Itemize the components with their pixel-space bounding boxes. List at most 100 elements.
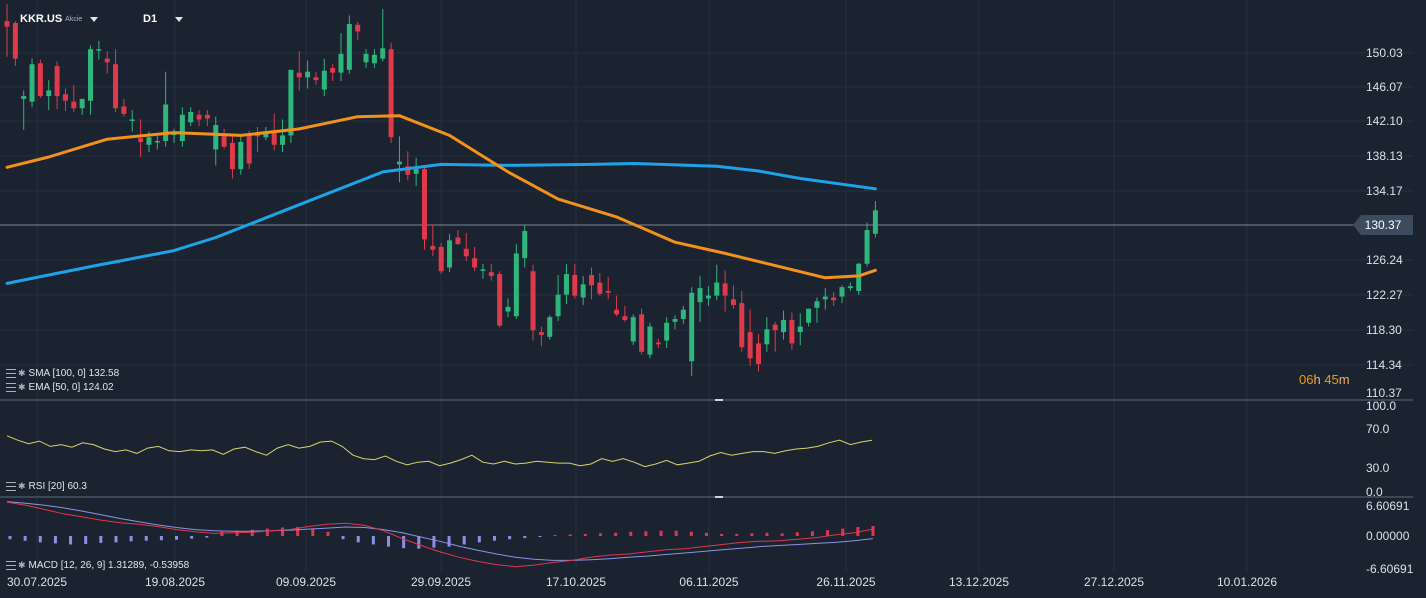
candle-body (229, 142, 235, 170)
macd-histogram-bar (538, 536, 542, 538)
gear-icon[interactable]: ✱ (18, 481, 26, 491)
sma-legend-text: SMA [100, 0] 132.58 (28, 368, 120, 379)
candle-body (422, 169, 427, 240)
sma-legend[interactable]: ✱ SMA [100, 0] 132.58 (6, 368, 119, 379)
price-axis-label: 150.03 (1366, 46, 1403, 60)
macd-histogram-bar (462, 536, 466, 545)
candle-body (622, 316, 628, 320)
candle-body (330, 67, 336, 73)
panel-resize-handle (715, 496, 723, 498)
price-axis-label: 142.10 (1366, 114, 1403, 128)
timeframe-selector[interactable]: D1 (143, 10, 184, 28)
candle-body (614, 309, 620, 315)
macd-histogram-bar (826, 530, 830, 536)
macd-histogram-bar (765, 532, 769, 536)
candle-body (664, 322, 670, 341)
candle-body (296, 72, 302, 78)
candle-body (697, 288, 703, 303)
countdown-minutes-unit: m (1338, 372, 1350, 387)
price-axis-label: 118.30 (1366, 323, 1402, 337)
candle-body (413, 169, 419, 174)
candle-body (21, 96, 27, 99)
candle-body (655, 342, 661, 345)
macd-axis-label: 0.00000 (1366, 529, 1410, 543)
macd-histogram-bar (417, 536, 421, 549)
price-axis-label: 122.27 (1366, 288, 1403, 302)
macd-histogram-bar (523, 536, 527, 539)
candle-body (797, 326, 803, 333)
candle-body (639, 314, 645, 352)
candle-body (563, 274, 569, 295)
macd-histogram-bar (553, 534, 557, 536)
candle-body (488, 272, 494, 276)
macd-histogram-bar (190, 536, 194, 539)
ema-legend[interactable]: ✱ EMA [50, 0] 124.02 (6, 382, 114, 393)
symbol-label: KKR.US (20, 13, 63, 25)
macd-histogram-bar (220, 531, 224, 536)
macd-histogram-bar (795, 532, 799, 536)
candle-body (864, 230, 870, 264)
countdown-minutes: 45 (1324, 372, 1339, 387)
instrument-type-label: Akcie (65, 15, 83, 23)
macd-histogram-bar (447, 536, 451, 547)
candle-body (822, 296, 828, 300)
chevron-down-icon (90, 16, 99, 22)
macd-histogram-bar (159, 536, 163, 541)
gear-icon[interactable]: ✱ (18, 368, 26, 378)
macd-histogram-bar (341, 536, 345, 540)
candle-body (346, 23, 352, 70)
macd-histogram-bar (568, 534, 572, 536)
macd-histogram-bar (720, 533, 724, 536)
gear-icon[interactable]: ✱ (18, 560, 26, 570)
price-axis-label: 134.17 (1366, 184, 1403, 198)
candle-body (689, 292, 695, 362)
gear-icon[interactable]: ✱ (18, 382, 26, 392)
macd-histogram-bar (296, 526, 300, 536)
candle-body (46, 90, 52, 97)
time-axis-label: 17.10.2025 (546, 575, 606, 589)
candle-body (113, 64, 119, 109)
candle-body (730, 299, 736, 305)
macd-axis-label: 6.60691 (1366, 499, 1410, 513)
candle-body (138, 138, 144, 142)
macd-histogram-bar (281, 527, 285, 536)
candle-body (647, 326, 653, 355)
candle-body (129, 119, 135, 121)
time-axis-label: 19.08.2025 (145, 575, 205, 589)
candle-body (4, 21, 10, 27)
price-axis-label: 146.07 (1366, 80, 1403, 94)
rsi-line (6, 435, 873, 468)
candle-body (505, 306, 511, 312)
macd-histogram-bar (205, 536, 209, 538)
candle-body (204, 114, 210, 119)
candle-body (79, 98, 85, 109)
candle-body (772, 324, 778, 331)
candle-body (88, 49, 93, 101)
candle-body (814, 301, 820, 308)
candle-body (380, 48, 386, 59)
macd-histogram-bar (735, 533, 739, 536)
candle-body (463, 248, 469, 257)
candle-body (472, 258, 478, 268)
macd-histogram-bar (508, 536, 512, 540)
macd-histogram-bar (8, 536, 12, 540)
macd-histogram-bar (841, 528, 845, 536)
candle-body (238, 141, 244, 170)
candle-body (589, 274, 594, 286)
candle-body (121, 106, 127, 114)
candle-body (321, 70, 327, 90)
macd-histogram-bar (704, 532, 708, 536)
candle-body (154, 141, 160, 143)
candle-body (430, 245, 436, 250)
symbol-selector[interactable]: KKR.US Akcie (20, 10, 99, 28)
macd-histogram-bar (129, 536, 133, 542)
candle-body (71, 101, 77, 109)
candle-body (480, 269, 486, 271)
rsi-legend[interactable]: ✱ RSI [20] 60.3 (6, 481, 87, 492)
candle-body (714, 282, 720, 296)
candle-body (722, 283, 728, 296)
macd-legend[interactable]: ✱ MACD [12, 26, 9] 1.31289, -0.53958 (6, 560, 189, 571)
rsi-legend-text: RSI [20] 60.3 (28, 481, 87, 492)
time-axis-label: 29.09.2025 (411, 575, 471, 589)
